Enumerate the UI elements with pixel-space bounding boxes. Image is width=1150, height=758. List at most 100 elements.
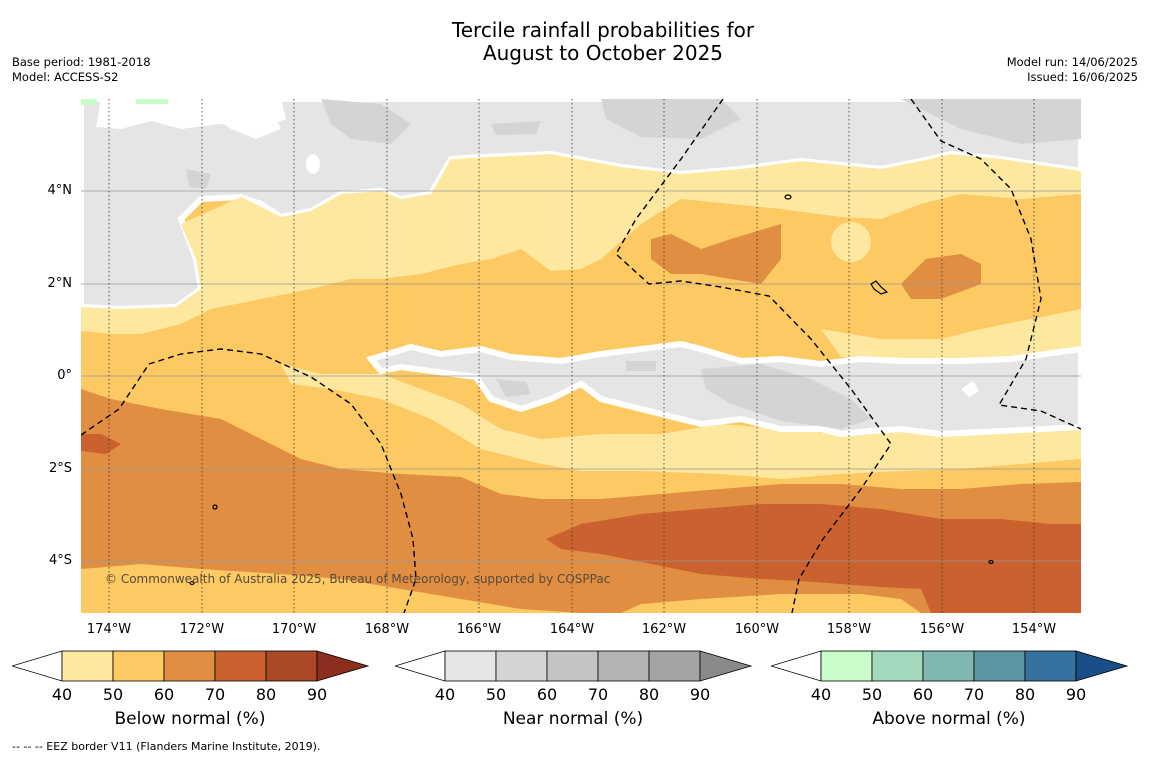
eez-borders (81, 99, 1081, 613)
colorbar-above-segment (973, 650, 1026, 682)
region-white-equator (961, 381, 979, 397)
islands (189, 194, 994, 586)
map-svg (81, 99, 1081, 613)
lon-label-158w: 158°W (826, 622, 872, 637)
colorbar-above-segment (820, 650, 873, 682)
colorbar-above-segment (922, 650, 975, 682)
colorbar-below-segment (12, 650, 63, 682)
island-1 (870, 280, 889, 295)
region-near-60-equator-3 (626, 361, 656, 371)
region-below-50-east (821, 309, 1081, 361)
colorbar-below-segment (163, 650, 216, 682)
colorbar-below-segment (61, 650, 114, 682)
rainfall-map (81, 99, 1081, 613)
eez-footnote: -- -- -- EEZ border V11 (Flanders Marine… (12, 740, 321, 753)
colorbar-near-segment (444, 650, 497, 682)
cbar-below-tick: 80 (255, 685, 277, 704)
colorbar-above-segment (1024, 650, 1077, 682)
lon-label-162w: 162°W (641, 622, 687, 637)
cbar-below-tick: 60 (153, 685, 175, 704)
region-below-80-south (546, 504, 1081, 613)
cbar-above-title: Above normal (%) (872, 709, 1026, 729)
island-2 (784, 194, 792, 200)
lat-label-4s: 4°S (48, 553, 72, 568)
region-below-50-spot (831, 222, 871, 262)
issued-date: Issued: 16/06/2025 (1027, 70, 1138, 84)
base-period: Base period: 1981-2018 (12, 55, 151, 69)
region-below-50-spot-2 (257, 242, 289, 266)
region-below-50-south (281, 364, 1081, 479)
region-white-north-2 (201, 107, 281, 139)
model-run: Model run: 14/06/2025 (1006, 55, 1138, 69)
lat-label-2n: 2°N (47, 276, 73, 291)
cbar-above-tick: 50 (861, 685, 883, 704)
colorbar-above (771, 650, 1129, 682)
region-near-60-north-3 (901, 99, 1081, 144)
colorbar-above-segment (871, 650, 924, 682)
region-near-60-north-5 (186, 169, 211, 189)
colorbar-near-segment (699, 650, 753, 682)
title-line-2: August to October 2025 (482, 41, 724, 65)
cbar-above-tick: 70 (963, 685, 985, 704)
region-below-60-southwest (81, 564, 581, 613)
colorbar-below-segment (112, 650, 165, 682)
gridlines-lat (81, 190, 1081, 562)
region-below-50-north (81, 154, 1081, 334)
lat-label-4n: 4°N (47, 183, 73, 198)
lat-label-2s: 2°S (48, 461, 72, 476)
colorbar-near-segment (395, 650, 446, 682)
lon-label-164w: 164°W (549, 622, 595, 637)
colorbar-above-segment (1075, 650, 1129, 682)
region-white-north-3 (306, 154, 320, 174)
colorbar-below-segment (214, 650, 267, 682)
title-line-1: Tercile rainfall probabilities for (451, 18, 755, 42)
colorbar-above-segment (771, 650, 822, 682)
lon-label-174w: 174°W (86, 622, 132, 637)
colorbar-below-segment (265, 650, 318, 682)
region-near-60-north-4 (491, 121, 541, 135)
eez-border-east (910, 99, 1081, 430)
colorbar-near-segment (546, 650, 599, 682)
lon-label-166w: 166°W (456, 622, 502, 637)
model-name: Model: ACCESS-S2 (12, 70, 119, 84)
cbar-above-tick: 40 (810, 685, 832, 704)
cbar-above-tick: 80 (1014, 685, 1036, 704)
island-3 (212, 504, 218, 510)
gridlines-lon (108, 99, 1035, 613)
lat-label-0: 0° (57, 368, 72, 383)
colorbar-near-segment (495, 650, 548, 682)
eez-border-central (615, 99, 892, 613)
copyright-notice: © Commonwealth of Australia 2025, Bureau… (105, 572, 611, 586)
region-above-50-1 (81, 99, 97, 105)
region-near-60-equator-1 (701, 364, 871, 429)
cbar-below-tick: 40 (51, 685, 73, 704)
region-above-50-2 (136, 99, 168, 104)
region-below-70-east (901, 254, 981, 299)
cbar-above-tick: 60 (912, 685, 934, 704)
cbar-below-tick: 90 (306, 685, 328, 704)
lon-label-156w: 156°W (919, 622, 965, 637)
colorbar-below-segment (316, 650, 370, 682)
island-5 (189, 580, 195, 586)
region-below-70-north (651, 224, 781, 284)
region-near-60-north-1 (321, 99, 411, 144)
lon-label-154w: 154°W (1011, 622, 1057, 637)
cbar-near-tick: 90 (689, 685, 711, 704)
cbar-below-tick: 70 (204, 685, 226, 704)
cbar-above-tick: 90 (1065, 685, 1087, 704)
meta-right: Model run: 14/06/2025 Issued: 16/06/2025 (1007, 55, 1138, 85)
map-title: Tercile rainfall probabilities for Augus… (375, 19, 831, 65)
lon-label-168w: 168°W (364, 622, 410, 637)
region-near-60-north-2 (601, 99, 741, 139)
cbar-near-tick: 80 (638, 685, 660, 704)
cbar-near-tick: 70 (587, 685, 609, 704)
meta-left: Base period: 1981-2018 Model: ACCESS-S2 (12, 55, 151, 85)
region-near-60-equator-2 (496, 379, 531, 397)
lon-label-172w: 172°W (179, 622, 225, 637)
cbar-below-title: Below normal (%) (114, 709, 266, 729)
island-4 (988, 559, 994, 565)
cbar-below-tick: 50 (102, 685, 124, 704)
lon-label-160w: 160°W (734, 622, 780, 637)
eez-border-west (81, 348, 417, 613)
colorbar-near-segment (597, 650, 650, 682)
